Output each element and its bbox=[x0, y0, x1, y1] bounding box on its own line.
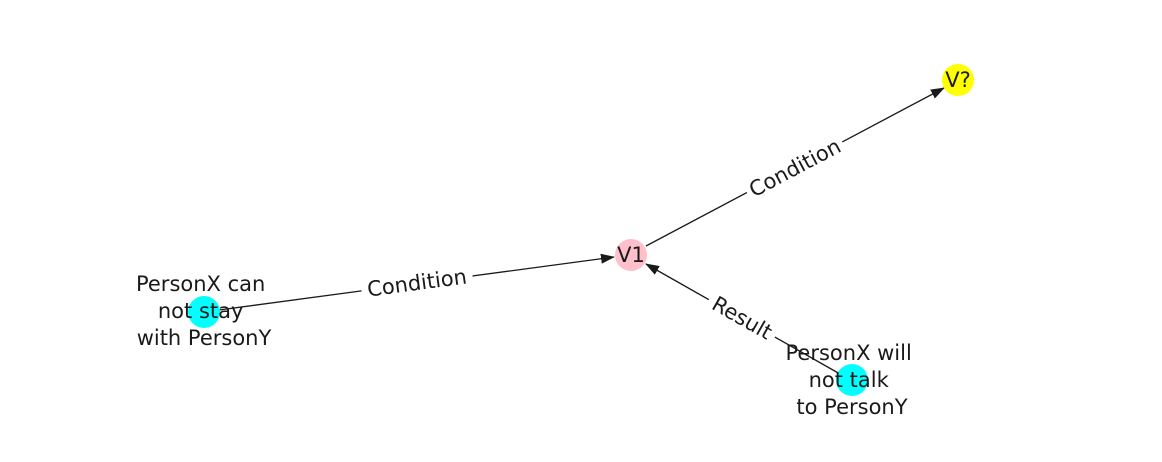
edge-label-will-not-talk-to-v1: Result bbox=[702, 287, 782, 349]
node-cannot-stay-line-2: not stay bbox=[158, 299, 244, 323]
node-will-not-talk bbox=[836, 364, 868, 396]
node-will-not-talk-line-2: not talk bbox=[809, 368, 890, 392]
node-cannot-stay bbox=[188, 296, 220, 328]
node-v-question bbox=[942, 64, 974, 96]
edge-label-cannot-stay-to-v1: Condition bbox=[359, 261, 475, 305]
edge-label-v1-to-vq: Condition bbox=[740, 130, 850, 206]
node-v1 bbox=[615, 239, 647, 271]
node-v-question-label: V? bbox=[945, 68, 971, 92]
node-will-not-talk-line-1: PersonX will bbox=[786, 341, 912, 365]
edge-label-text: Condition bbox=[745, 134, 845, 202]
node-cannot-stay-line-1: PersonX can bbox=[136, 272, 265, 296]
node-will-not-talk-label: PersonX will not talk to PersonY bbox=[786, 341, 919, 419]
node-v1-label: V1 bbox=[617, 243, 645, 267]
edge-label-text: Result bbox=[708, 292, 776, 345]
node-cannot-stay-line-3: with PersonY bbox=[137, 326, 272, 350]
node-cannot-stay-label: PersonX can not stay with PersonY bbox=[136, 272, 272, 350]
node-will-not-talk-line-3: to PersonY bbox=[796, 395, 907, 419]
